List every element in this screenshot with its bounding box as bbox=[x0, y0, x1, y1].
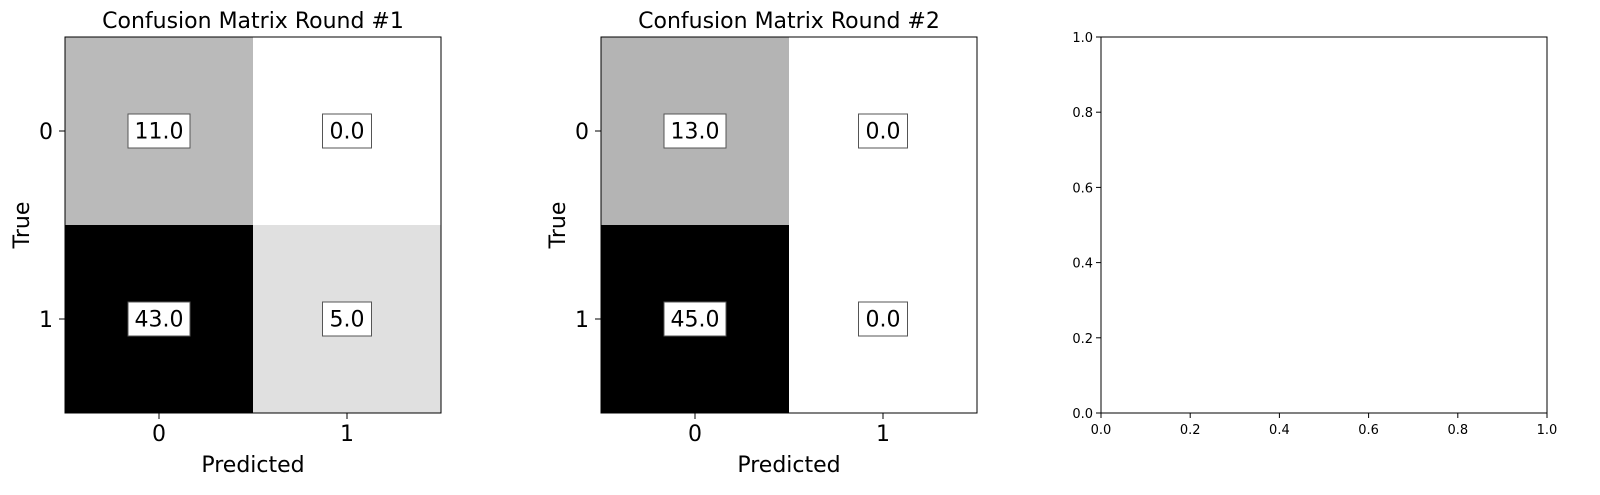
cell-label-box bbox=[127, 301, 191, 337]
x-tick-label: 1 bbox=[340, 422, 354, 447]
x-axis-label: Predicted bbox=[737, 453, 840, 478]
cell-value-label: 45.0 bbox=[671, 308, 720, 333]
cell-value-label: 0.0 bbox=[330, 120, 365, 145]
x-tick-label: 0.2 bbox=[1180, 423, 1201, 438]
x-tick-label: 0 bbox=[152, 422, 166, 447]
y-tick-label: 1.0 bbox=[1072, 31, 1093, 46]
cell-value-label: 0.0 bbox=[866, 308, 901, 333]
cell-value-label: 13.0 bbox=[671, 120, 720, 145]
cell-value-label: 0.0 bbox=[866, 120, 901, 145]
y-tick-label: 1 bbox=[39, 308, 53, 333]
cell-value-label: 5.0 bbox=[330, 308, 365, 333]
y-tick-label: 0.4 bbox=[1072, 257, 1093, 272]
y-tick-label: 0.8 bbox=[1072, 106, 1093, 121]
cell-label-box bbox=[663, 113, 727, 149]
cell-label-box bbox=[663, 301, 727, 337]
y-tick-label: 0.6 bbox=[1072, 181, 1093, 196]
cell-value-label: 43.0 bbox=[135, 308, 184, 333]
cell-label-box bbox=[322, 113, 372, 149]
axes-frame bbox=[1100, 36, 1548, 414]
y-tick-label: 0 bbox=[575, 120, 589, 145]
axes-frame bbox=[600, 36, 978, 414]
axes-frame bbox=[64, 36, 442, 414]
x-tick-label: 0.4 bbox=[1269, 423, 1290, 438]
y-tick-label: 1 bbox=[575, 308, 589, 333]
y-tick-label: 0.2 bbox=[1072, 332, 1093, 347]
x-tick-label: 1.0 bbox=[1537, 423, 1558, 438]
cell-label-box bbox=[858, 301, 908, 337]
x-tick-label: 0.0 bbox=[1091, 423, 1112, 438]
x-tick-label: 0.6 bbox=[1358, 423, 1379, 438]
confusion-matrix-2: Confusion Matrix Round #2 13.0 0.0 45.0 0.0 0… bbox=[546, 9, 978, 478]
cell-label-box bbox=[322, 301, 372, 337]
cell-label-box bbox=[858, 113, 908, 149]
x-axis-label: Predicted bbox=[201, 453, 304, 478]
confusion-matrix-1: Confusion Matrix Round #1 11.0 0.0 43.0 5.0 0… bbox=[10, 9, 442, 478]
cell-value-label: 11.0 bbox=[135, 120, 184, 145]
y-tick-label: 0.0 bbox=[1072, 407, 1093, 422]
x-tick-label: 1 bbox=[876, 422, 890, 447]
y-tick-label: 0 bbox=[39, 120, 53, 145]
x-tick-label: 0.8 bbox=[1447, 423, 1468, 438]
chart-title: Confusion Matrix Round #2 bbox=[638, 9, 940, 34]
y-axis-label: True bbox=[10, 202, 35, 250]
y-axis-label: True bbox=[546, 202, 571, 250]
cell-label-box bbox=[127, 113, 191, 149]
empty-axes: 0.0 0.2 0.4 0.6 0.8 1.0 0.0 0.2 0.4 0.6 0.8 1.0 bbox=[1072, 31, 1557, 438]
chart-title: Confusion Matrix Round #1 bbox=[102, 9, 404, 34]
x-tick-label: 0 bbox=[688, 422, 702, 447]
